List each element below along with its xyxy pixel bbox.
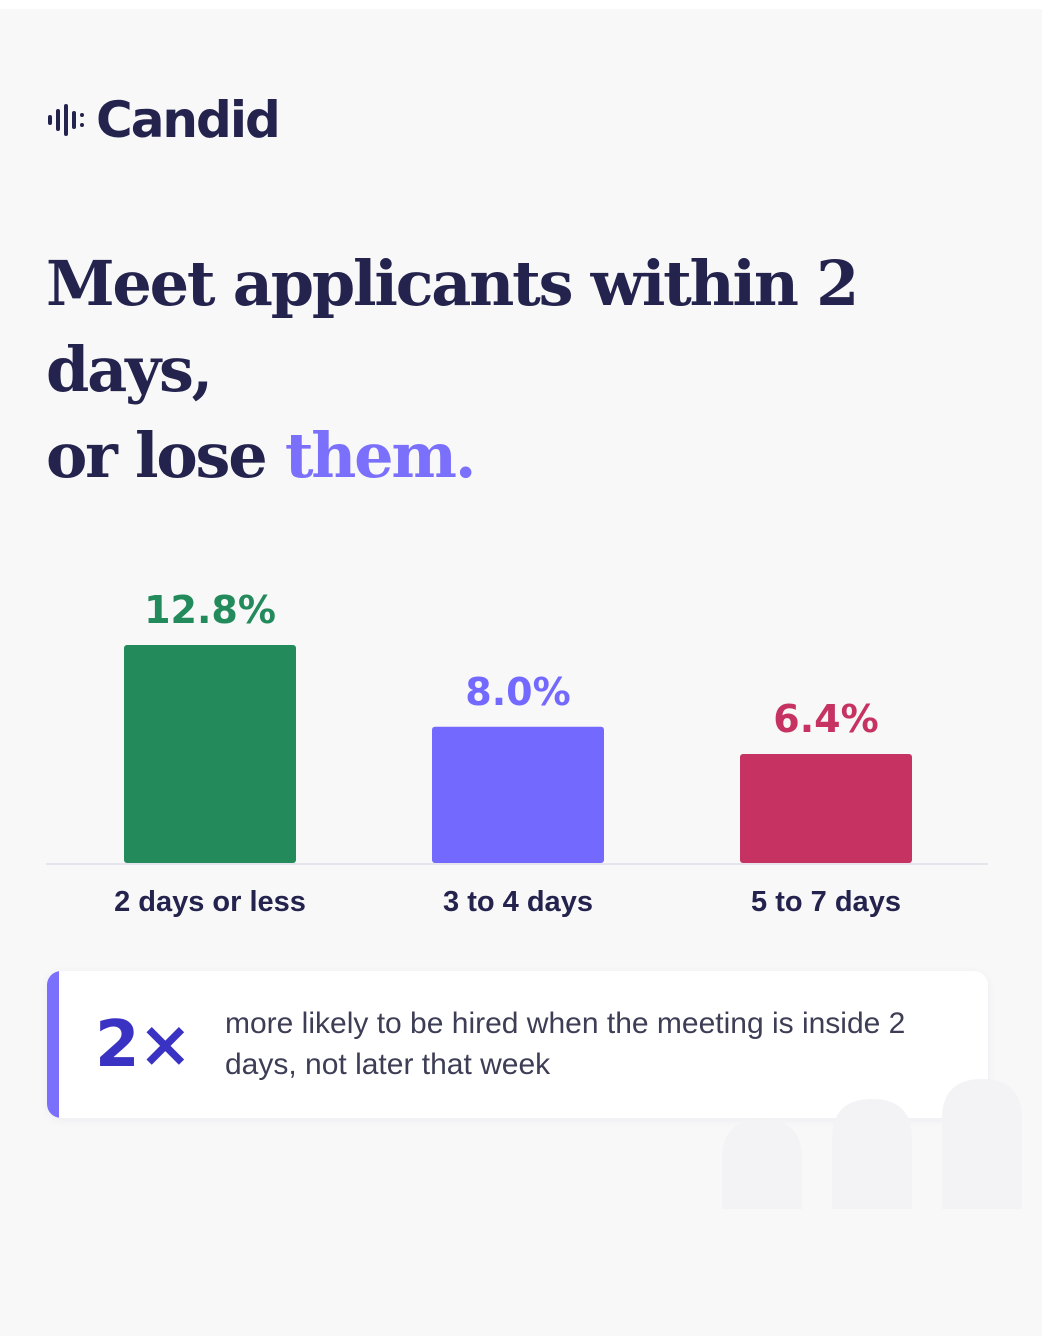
category-label-2: 3 to 4 days <box>443 886 593 918</box>
callout-text: more likely to be hired when the meeting… <box>225 1007 906 1081</box>
headline-accent: them. <box>284 419 477 492</box>
callout-accent-bar <box>47 971 59 1118</box>
headline: Meet applicants within 2 days, or lose t… <box>46 241 1036 499</box>
soundwave-icon <box>48 104 84 136</box>
bar-2 <box>432 726 604 863</box>
bar-3 <box>740 754 912 863</box>
bar-1 <box>124 645 296 863</box>
category-label-1: 2 days or less <box>114 886 306 918</box>
headline-line-1: Meet applicants within 2 days, <box>46 247 859 406</box>
category-label-3: 5 to 7 days <box>751 886 901 918</box>
bar-value-label-2: 8.0% <box>465 670 570 714</box>
bar-value-label-3: 6.4% <box>773 697 878 741</box>
infographic-card: Candid Meet applicants within 2 days, or… <box>0 9 1042 1336</box>
callout-stat: 2× <box>95 1008 192 1082</box>
stat-callout: 2× more likely to be hired when the meet… <box>47 971 988 1118</box>
brand-logo: Candid <box>46 91 281 149</box>
brand-name: Candid <box>96 91 281 149</box>
bar-chart: 12.8% 2 days or less 8.0% 3 to 4 days 6.4% 5 … <box>46 588 988 918</box>
bar-value-label-1: 12.8% <box>144 588 276 632</box>
headline-line-2-prefix: or lose <box>46 419 285 492</box>
